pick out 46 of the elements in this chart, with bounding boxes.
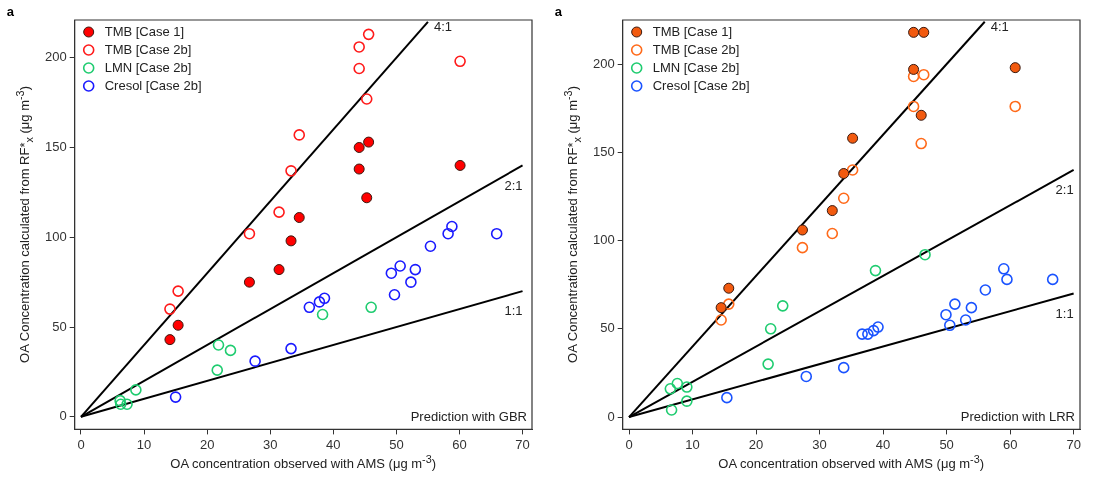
y-tick-label: 100	[44, 228, 67, 244]
legend-label: LMN [Case 2b]	[652, 59, 740, 75]
legend-label: LMN [Case 2b]	[104, 59, 192, 75]
legend-label: TMB [Case 1]	[652, 23, 733, 39]
x-tick-label: 10	[685, 436, 700, 452]
x-tick-label: 30	[263, 436, 278, 452]
y-tick-label: 0	[607, 408, 615, 424]
y-tick-label: 200	[592, 55, 615, 71]
x-tick-label: 40	[875, 436, 891, 452]
x-tick-label: 40	[326, 436, 341, 452]
legend-label: Cresol [Case 2b]	[652, 77, 750, 93]
y-tick-label: 150	[44, 139, 67, 155]
annotation: Prediction with GBR	[410, 409, 527, 425]
x-tick-label: 70	[1066, 436, 1081, 452]
x-tick-label: 60	[1002, 436, 1018, 452]
chart-title: a	[6, 4, 14, 19]
series-label: 2:1	[504, 177, 523, 193]
legend-label: Cresol [Case 2b]	[104, 77, 202, 93]
x-tick-label: 60	[452, 436, 467, 452]
x-tick-label: 10	[136, 436, 152, 452]
chart-title: a	[554, 4, 562, 19]
legend-label: TMB [Case 1]	[104, 23, 185, 39]
series-label: 4:1	[990, 19, 1009, 35]
legend-label: TMB [Case 2b]	[104, 41, 192, 57]
x-tick-label: 20	[199, 436, 215, 452]
series-label: 4:1	[433, 19, 452, 35]
x-axis-title: OA concentration observed with AMS (μg m$^{-3}$)	[718, 453, 985, 472]
y-tick-label: 100	[592, 232, 615, 248]
y-tick-label: 50	[600, 320, 615, 336]
x-tick-label: 30	[812, 436, 827, 452]
x-tick-label: 70	[515, 436, 530, 452]
x-tick-label: 50	[939, 436, 954, 452]
x-tick-label: 50	[389, 436, 404, 452]
y-tick-label: 0	[59, 408, 67, 424]
x-tick-label: 20	[748, 436, 764, 452]
legend-label: TMB [Case 2b]	[652, 41, 740, 57]
x-tick-label: 0	[625, 436, 633, 452]
y-tick-label: 150	[592, 143, 615, 159]
y-tick-label: 200	[44, 49, 67, 65]
x-axis-title: OA concentration observed with AMS (μg m$^{-3}$)	[170, 453, 437, 472]
series-label: 1:1	[504, 303, 523, 319]
series-label: 2:1	[1055, 182, 1074, 198]
x-tick-label: 0	[77, 436, 85, 452]
annotation: Prediction with LRR	[960, 409, 1075, 425]
series-label: 1:1	[1055, 305, 1074, 321]
y-tick-label: 50	[52, 318, 67, 334]
